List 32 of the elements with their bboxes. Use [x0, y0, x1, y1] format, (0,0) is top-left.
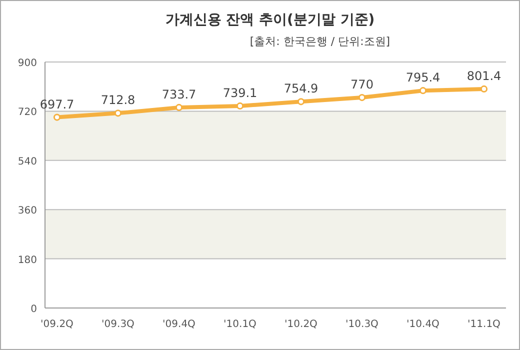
point [358, 94, 366, 102]
point [175, 104, 183, 112]
x-tick-label: '10.2Q [284, 319, 318, 330]
x-tick-label: '09.4Q [162, 319, 196, 330]
chart-title: 가계신용 잔액 추이(분기말 기준) [165, 12, 375, 28]
chart-subtitle: [출처: 한국은행 / 단위:조원] [250, 35, 390, 48]
data-label: 795.4 [406, 70, 440, 85]
x-tick-label: '10.4Q [406, 319, 440, 330]
data-label: 739.1 [222, 86, 258, 100]
x-tick-label: '09.3Q [102, 319, 135, 330]
data-label: 733.7 [162, 87, 196, 102]
point [419, 87, 427, 94]
data-label: 712.8 [100, 93, 136, 108]
data-label: 770 [350, 78, 374, 92]
point [297, 98, 305, 106]
point [114, 110, 122, 117]
point [53, 114, 61, 121]
data-label: 697.7 [40, 97, 74, 112]
y-tick-label: 900 [18, 58, 37, 69]
x-tick-label: '11.1Q [468, 319, 501, 330]
y-tick-label: 540 [18, 156, 37, 168]
x-tick-label: '10.3Q [346, 319, 379, 330]
point [236, 102, 244, 110]
y-tick-label: 180 [18, 254, 37, 266]
data-label: 801.4 [466, 68, 502, 83]
y-tick-label: 360 [18, 206, 37, 217]
x-tick-label: '09.2Q [40, 319, 74, 330]
point [480, 85, 488, 92]
x-tick-label: '10.1Q [224, 319, 257, 330]
y-tick-label: 0 [30, 304, 37, 315]
y-tick-label: 720 [18, 107, 37, 118]
data-label: 754.9 [284, 82, 318, 96]
